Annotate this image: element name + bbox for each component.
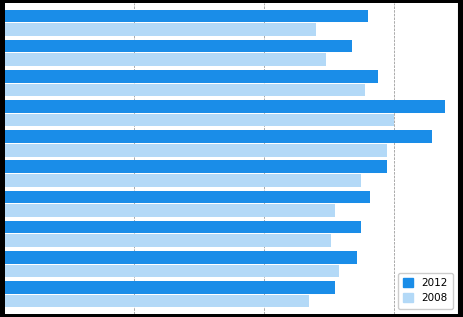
Bar — [5, 204, 335, 217]
Bar — [5, 144, 387, 157]
Bar — [5, 10, 368, 22]
Bar — [5, 70, 378, 83]
Bar — [5, 84, 365, 96]
Bar — [5, 221, 361, 233]
Bar — [5, 191, 370, 203]
Bar — [5, 295, 309, 307]
Bar — [5, 251, 357, 264]
Bar — [5, 130, 432, 143]
Legend: 2012, 2008: 2012, 2008 — [398, 273, 453, 309]
Bar — [5, 264, 339, 277]
Bar — [5, 53, 326, 66]
Bar — [5, 40, 352, 53]
Bar — [5, 100, 445, 113]
Bar — [5, 234, 332, 247]
Bar — [5, 174, 361, 187]
Bar — [5, 23, 316, 36]
Bar — [5, 281, 335, 294]
Bar — [5, 114, 394, 126]
Bar — [5, 160, 387, 173]
